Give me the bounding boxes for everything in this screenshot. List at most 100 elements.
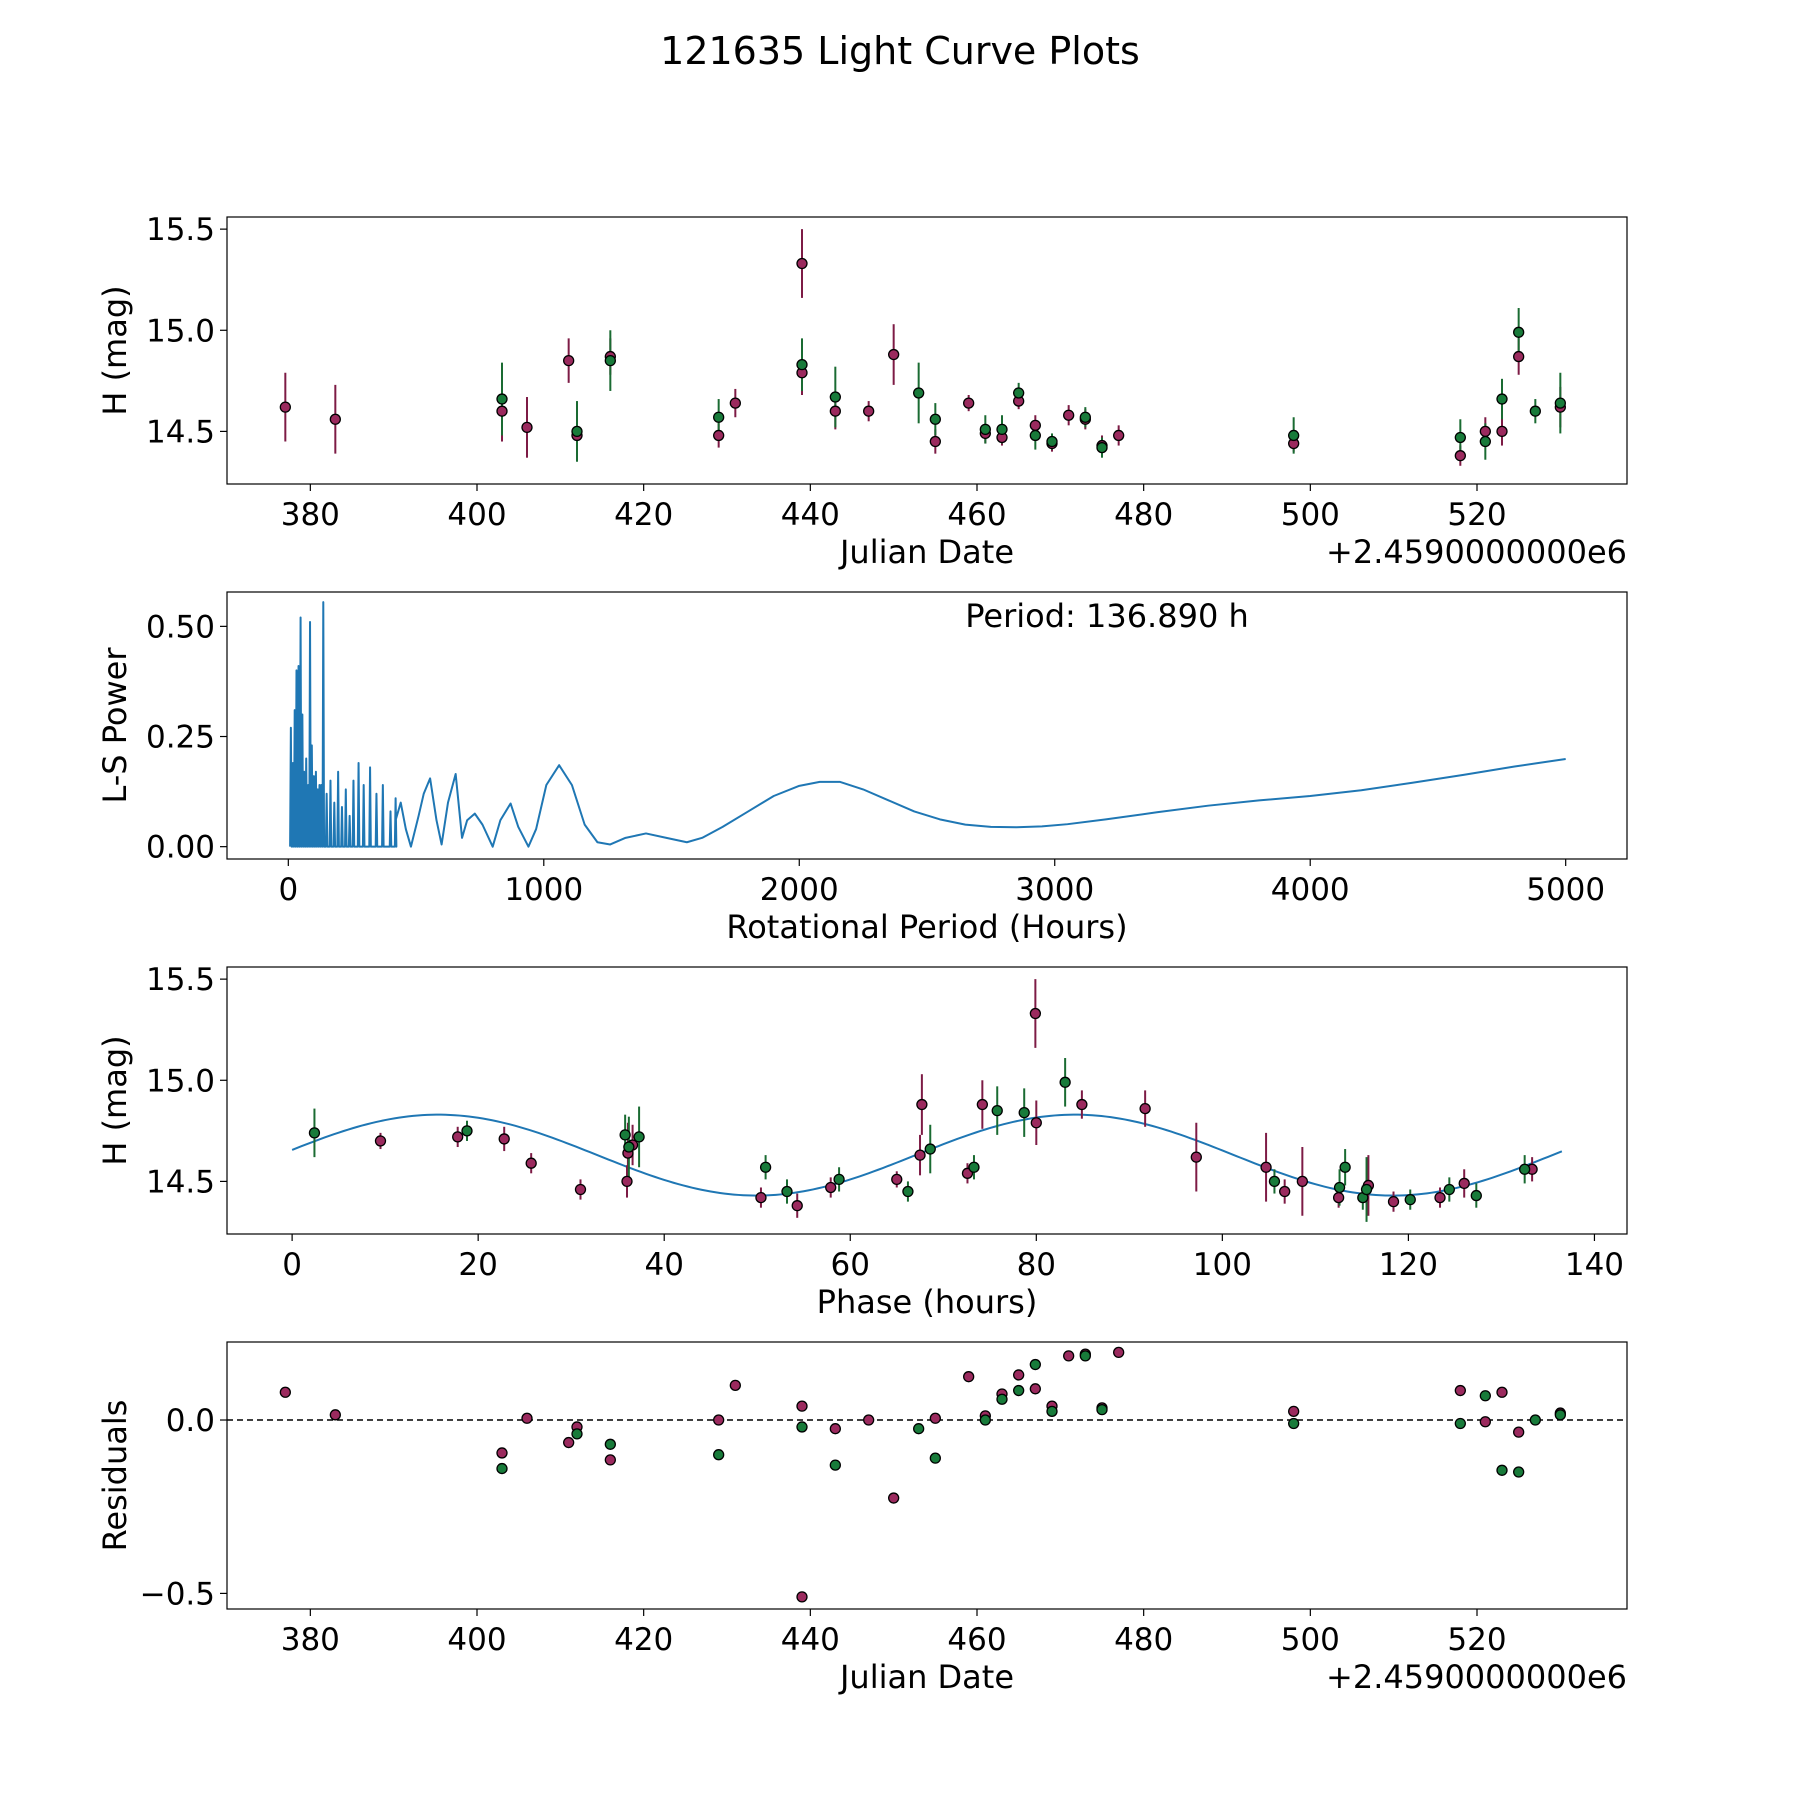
data-point-r [888, 348, 900, 361]
x-tick-label: 0 [278, 872, 298, 908]
y-tick-label: 15.0 [146, 313, 215, 349]
data-point-r [796, 1400, 808, 1412]
phased-lightcurve-panel: 0 20 40 60 80 100 120 140 14.5 15.0 15.5 Phase (hou… [96, 962, 1628, 1321]
data-point-g [759, 1161, 772, 1173]
data-point-g [604, 1438, 616, 1450]
data-point-g [1268, 1175, 1281, 1188]
x-tick-label: 380 [281, 497, 340, 533]
x-offset-label: +2.4590000000e6 [1326, 533, 1627, 571]
data-point-g [1013, 387, 1025, 399]
data-point-r [1434, 1191, 1446, 1204]
data-point-g [1029, 1358, 1041, 1371]
data-point-g [496, 1462, 508, 1475]
y-axis-label: H (mag) [96, 1035, 134, 1165]
data-point-r [1513, 350, 1525, 363]
y-tick-label: 0.50 [146, 609, 215, 645]
data-point-r [1139, 1102, 1151, 1115]
data-point-g [1079, 411, 1091, 423]
data-point-r [329, 1409, 341, 1421]
x-axis-label: Phase (hours) [817, 1283, 1038, 1321]
data-point-r [976, 1098, 988, 1111]
data-point-r [1479, 1416, 1491, 1428]
data-point-g [1360, 1183, 1373, 1196]
data-point-r [498, 1133, 510, 1145]
data-point-r [1029, 419, 1041, 431]
data-point-g [1046, 1405, 1058, 1418]
data-point-g [1513, 326, 1525, 338]
data-point-g [1529, 1414, 1541, 1426]
data-point-g [1496, 393, 1508, 405]
x-tick-label: 420 [614, 1622, 673, 1658]
x-tick-label: 2000 [760, 872, 839, 908]
x-tick-label: 3000 [1015, 872, 1094, 908]
x-tick-label: 400 [447, 1622, 506, 1658]
residuals-panel: 380 400 420 440 460 480 500 520 −0.5 0.0 Julian Da… [96, 1341, 1628, 1696]
x-axis-label: Julian Date [838, 1658, 1014, 1696]
data-point-g [979, 1414, 991, 1426]
data-point-g [571, 1428, 583, 1440]
x-tick-label: 0 [282, 1247, 302, 1283]
data-point-r [279, 1386, 291, 1398]
data-point-g [829, 1459, 841, 1471]
data-point-g [1479, 435, 1491, 448]
data-point-g [781, 1185, 793, 1198]
x-tick-label: 40 [644, 1247, 683, 1283]
data-point-g [913, 387, 925, 399]
plot-frame [226, 216, 1628, 485]
data-point-g [924, 1143, 936, 1155]
y-axis-label: H (mag) [96, 285, 134, 415]
data-point-g [1454, 431, 1466, 444]
data-point-r [563, 1436, 575, 1449]
data-point-r [1113, 1346, 1125, 1359]
x-tick-label: 20 [458, 1247, 497, 1283]
data-point-r [829, 405, 841, 417]
data-point-g [1046, 435, 1058, 448]
data-point-g [713, 411, 725, 423]
x-tick-label: 400 [447, 497, 506, 533]
data-point-r [1063, 1350, 1075, 1362]
data-point-r [279, 401, 291, 413]
data-point-g [796, 1421, 808, 1433]
data-point-g [1404, 1193, 1416, 1206]
data-point-g [1059, 1076, 1071, 1088]
data-point-r [1296, 1175, 1308, 1188]
data-point-r [1458, 1177, 1470, 1190]
data-point-g [1454, 1417, 1466, 1430]
data-point-r [791, 1200, 803, 1212]
data-point-r [963, 1371, 975, 1383]
data-point-g [1443, 1183, 1455, 1196]
data-point-g [996, 423, 1008, 436]
data-point-g [1529, 405, 1541, 417]
x-tick-label: 460 [947, 1622, 1006, 1658]
data-point-g [796, 359, 808, 371]
y-axis-label: L-S Power [96, 647, 134, 804]
data-point-r [525, 1157, 537, 1169]
x-tick-label: 460 [947, 497, 1006, 533]
x-tick-label: 5000 [1526, 872, 1605, 908]
data-point-r [329, 413, 341, 425]
data-point-r [1513, 1426, 1525, 1438]
data-point-r [914, 1149, 926, 1161]
data-point-r [452, 1131, 464, 1143]
data-point-r [963, 397, 975, 409]
x-tick-label: 440 [781, 1622, 840, 1658]
data-point-r [1387, 1195, 1400, 1208]
x-tick-label: 380 [281, 1622, 340, 1658]
data-point-r [1030, 1117, 1042, 1129]
x-tick-label: 140 [1565, 1247, 1624, 1283]
plot-frame [226, 1341, 1628, 1610]
data-point-r [1288, 1405, 1300, 1418]
data-point-g [1554, 1409, 1566, 1421]
x-tick-label: 480 [1114, 497, 1173, 533]
data-point-r [891, 1173, 903, 1186]
data-point-g [833, 1173, 845, 1186]
y-tick-label: 0.25 [146, 720, 215, 756]
data-point-g [1339, 1161, 1351, 1173]
data-point-r [929, 1412, 941, 1424]
data-point-r [1029, 1007, 1042, 1020]
x-tick-label: 60 [831, 1247, 870, 1283]
x-tick-label: 80 [1017, 1247, 1056, 1283]
data-point-g [929, 1452, 941, 1464]
data-point-g [308, 1127, 321, 1139]
data-point-g [623, 1141, 635, 1153]
